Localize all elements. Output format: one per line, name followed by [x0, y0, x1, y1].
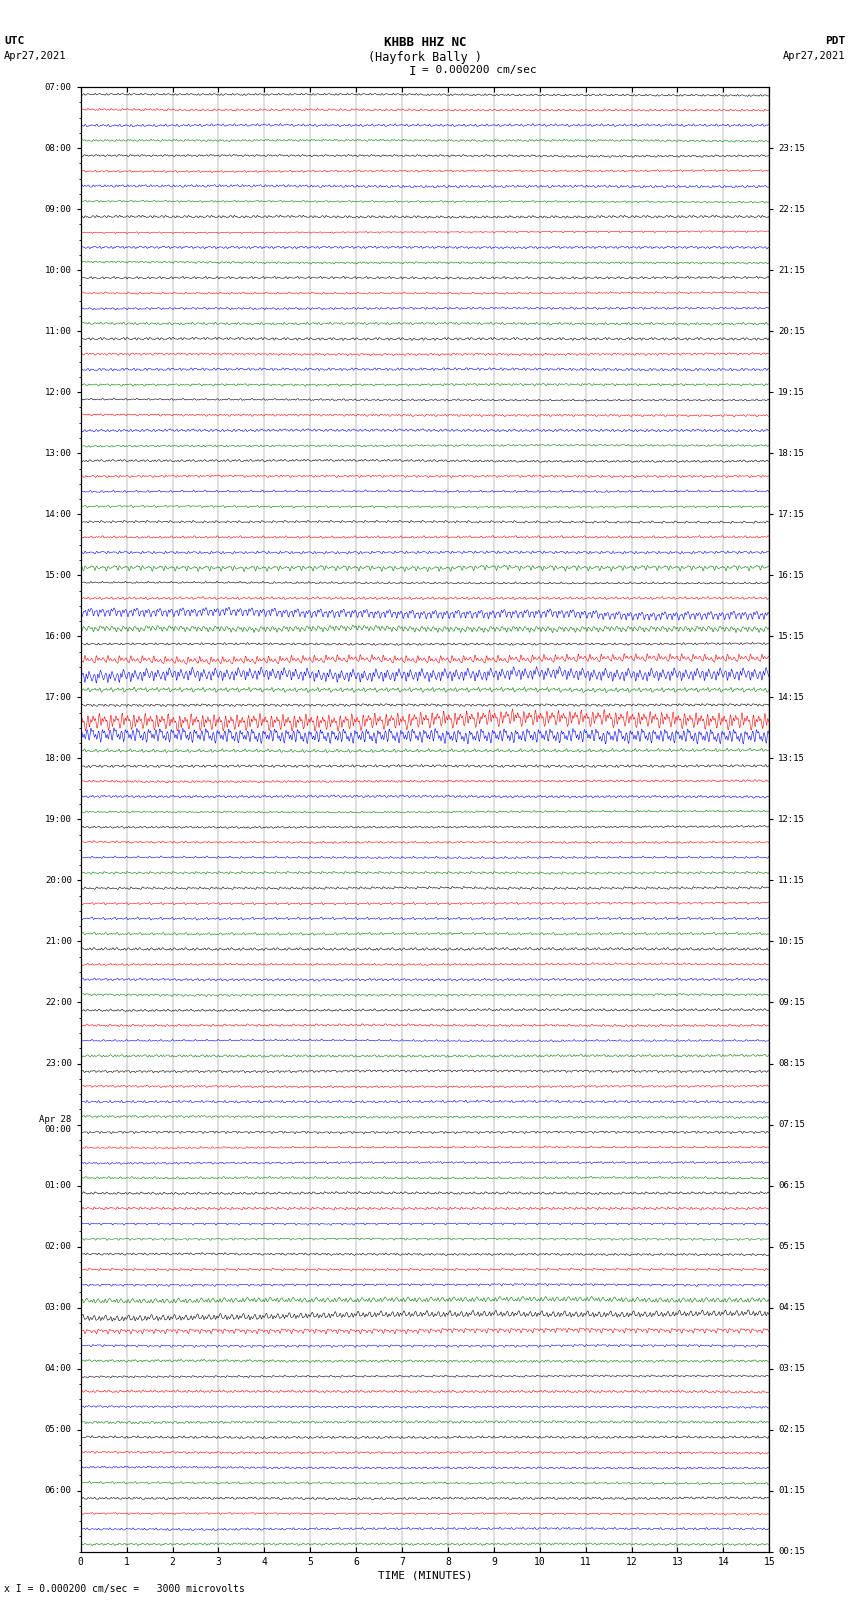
Text: I: I: [409, 65, 416, 77]
Text: KHBB HHZ NC: KHBB HHZ NC: [383, 37, 467, 50]
Text: (Hayfork Bally ): (Hayfork Bally ): [368, 50, 482, 65]
Text: Apr27,2021: Apr27,2021: [4, 50, 67, 61]
X-axis label: TIME (MINUTES): TIME (MINUTES): [377, 1571, 473, 1581]
Text: = 0.000200 cm/sec: = 0.000200 cm/sec: [422, 65, 537, 74]
Text: Apr27,2021: Apr27,2021: [783, 50, 846, 61]
Text: UTC: UTC: [4, 37, 25, 47]
Text: x I = 0.000200 cm/sec =   3000 microvolts: x I = 0.000200 cm/sec = 3000 microvolts: [4, 1584, 245, 1594]
Text: PDT: PDT: [825, 37, 846, 47]
